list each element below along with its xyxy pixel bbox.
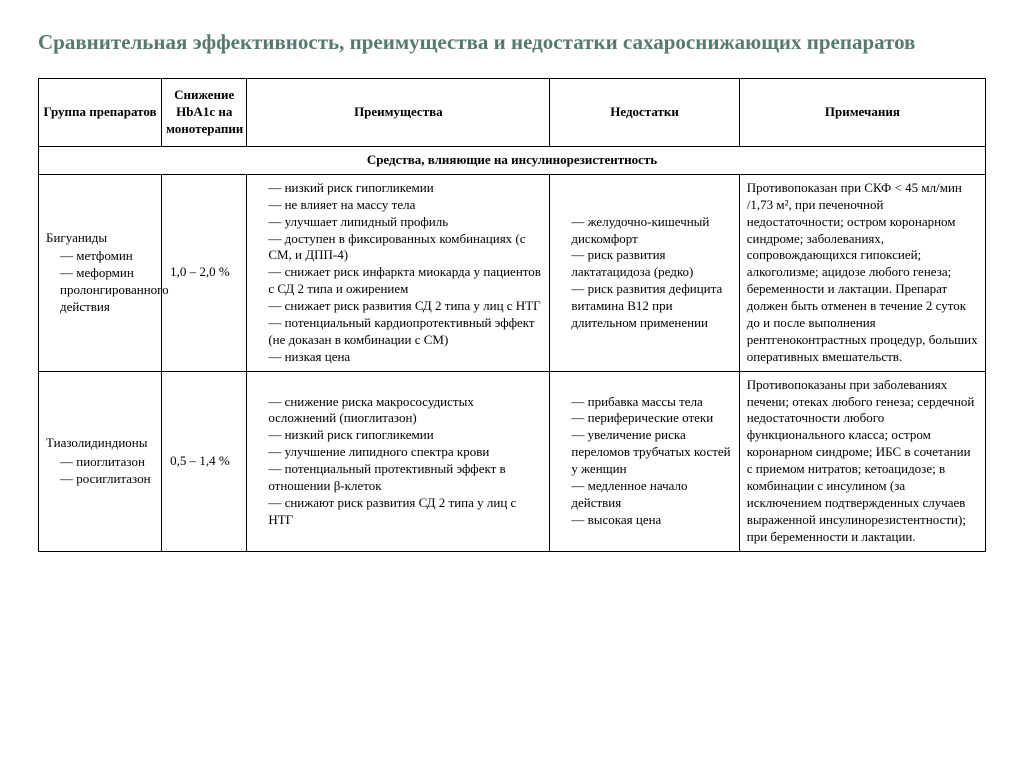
- cell-disadvantages: желудочно-кишечный дискомфорт риск разви…: [550, 174, 739, 371]
- list-item: низкая цена: [268, 349, 542, 366]
- cell-notes: Противопоказан при СКФ < 45 мл/мин /1,73…: [739, 174, 985, 371]
- list-item: высокая цена: [571, 512, 731, 529]
- th-hba1c: Снижение HbA1c на монотерапии: [162, 79, 247, 147]
- cell-group: Бигуаниды метфомин меформин пролонгирова…: [39, 174, 162, 371]
- list-item: периферические отеки: [571, 410, 731, 427]
- th-advantages: Преимущества: [247, 79, 550, 147]
- advantages-list: снижение риска макрососудистых осложнени…: [254, 394, 542, 529]
- list-item: не влияет на массу тела: [268, 197, 542, 214]
- group-name: Тиазолидиндионы: [46, 435, 154, 452]
- group-name: Бигуаниды: [46, 230, 154, 247]
- list-item: снижают риск развития СД 2 типа у лиц с …: [268, 495, 542, 529]
- section-row: Средства, влияющие на инсулинорезистентн…: [39, 147, 986, 175]
- list-item: риск развития лактатацидоза (редко): [571, 247, 731, 281]
- list-item: снижение риска макрососудистых осложнени…: [268, 394, 542, 428]
- cell-disadvantages: прибавка массы тела периферические отеки…: [550, 371, 739, 551]
- table-row: Бигуаниды метфомин меформин пролонгирова…: [39, 174, 986, 371]
- cell-group: Тиазолидиндионы пиоглитазон росиглитазон: [39, 371, 162, 551]
- group-items: метфомин меформин пролонгированного дейс…: [46, 248, 154, 316]
- th-disadvantages: Недостатки: [550, 79, 739, 147]
- cell-hba1c: 1,0 – 2,0 %: [162, 174, 247, 371]
- list-item: росиглитазон: [60, 471, 154, 488]
- advantages-list: низкий риск гипогликемии не влияет на ма…: [254, 180, 542, 366]
- th-notes: Примечания: [739, 79, 985, 147]
- table-header-row: Группа препаратов Снижение HbA1c на моно…: [39, 79, 986, 147]
- list-item: потенциальный протективный эффект в отно…: [268, 461, 542, 495]
- list-item: медленное начало действия: [571, 478, 731, 512]
- list-item: потенциальный кардиопротективный эффект …: [268, 315, 542, 349]
- list-item: снижает риск развития СД 2 типа у лиц с …: [268, 298, 542, 315]
- disadvantages-list: прибавка массы тела периферические отеки…: [557, 394, 731, 529]
- cell-advantages: снижение риска макрососудистых осложнени…: [247, 371, 550, 551]
- page-title: Сравнительная эффективность, преимуществ…: [38, 28, 986, 56]
- list-item: низкий риск гипогликемии: [268, 427, 542, 444]
- group-items: пиоглитазон росиглитазон: [46, 454, 154, 488]
- slide: Сравнительная эффективность, преимуществ…: [0, 0, 1024, 562]
- table-row: Тиазолидиндионы пиоглитазон росиглитазон…: [39, 371, 986, 551]
- list-item: улучшает липидный профиль: [268, 214, 542, 231]
- section-title: Средства, влияющие на инсулинорезистентн…: [39, 147, 986, 175]
- list-item: желудочно-кишечный дискомфорт: [571, 214, 731, 248]
- list-item: улучшение липидного спектра крови: [268, 444, 542, 461]
- comparison-table: Группа препаратов Снижение HbA1c на моно…: [38, 78, 986, 551]
- list-item: снижает риск инфаркта миокарда у пациент…: [268, 264, 542, 298]
- list-item: метфомин: [60, 248, 154, 265]
- list-item: риск развития дефицита витамина B12 при …: [571, 281, 731, 332]
- list-item: пиоглитазон: [60, 454, 154, 471]
- list-item: низкий риск гипогликемии: [268, 180, 542, 197]
- th-group: Группа препаратов: [39, 79, 162, 147]
- cell-hba1c: 0,5 – 1,4 %: [162, 371, 247, 551]
- cell-notes: Противопоказаны при заболеваниях печени;…: [739, 371, 985, 551]
- list-item: доступен в фиксированных комбинациях (с …: [268, 231, 542, 265]
- list-item: меформин пролонгированного действия: [60, 265, 154, 316]
- list-item: прибавка массы тела: [571, 394, 731, 411]
- disadvantages-list: желудочно-кишечный дискомфорт риск разви…: [557, 214, 731, 332]
- cell-advantages: низкий риск гипогликемии не влияет на ма…: [247, 174, 550, 371]
- list-item: увеличение риска переломов трубчатых кос…: [571, 427, 731, 478]
